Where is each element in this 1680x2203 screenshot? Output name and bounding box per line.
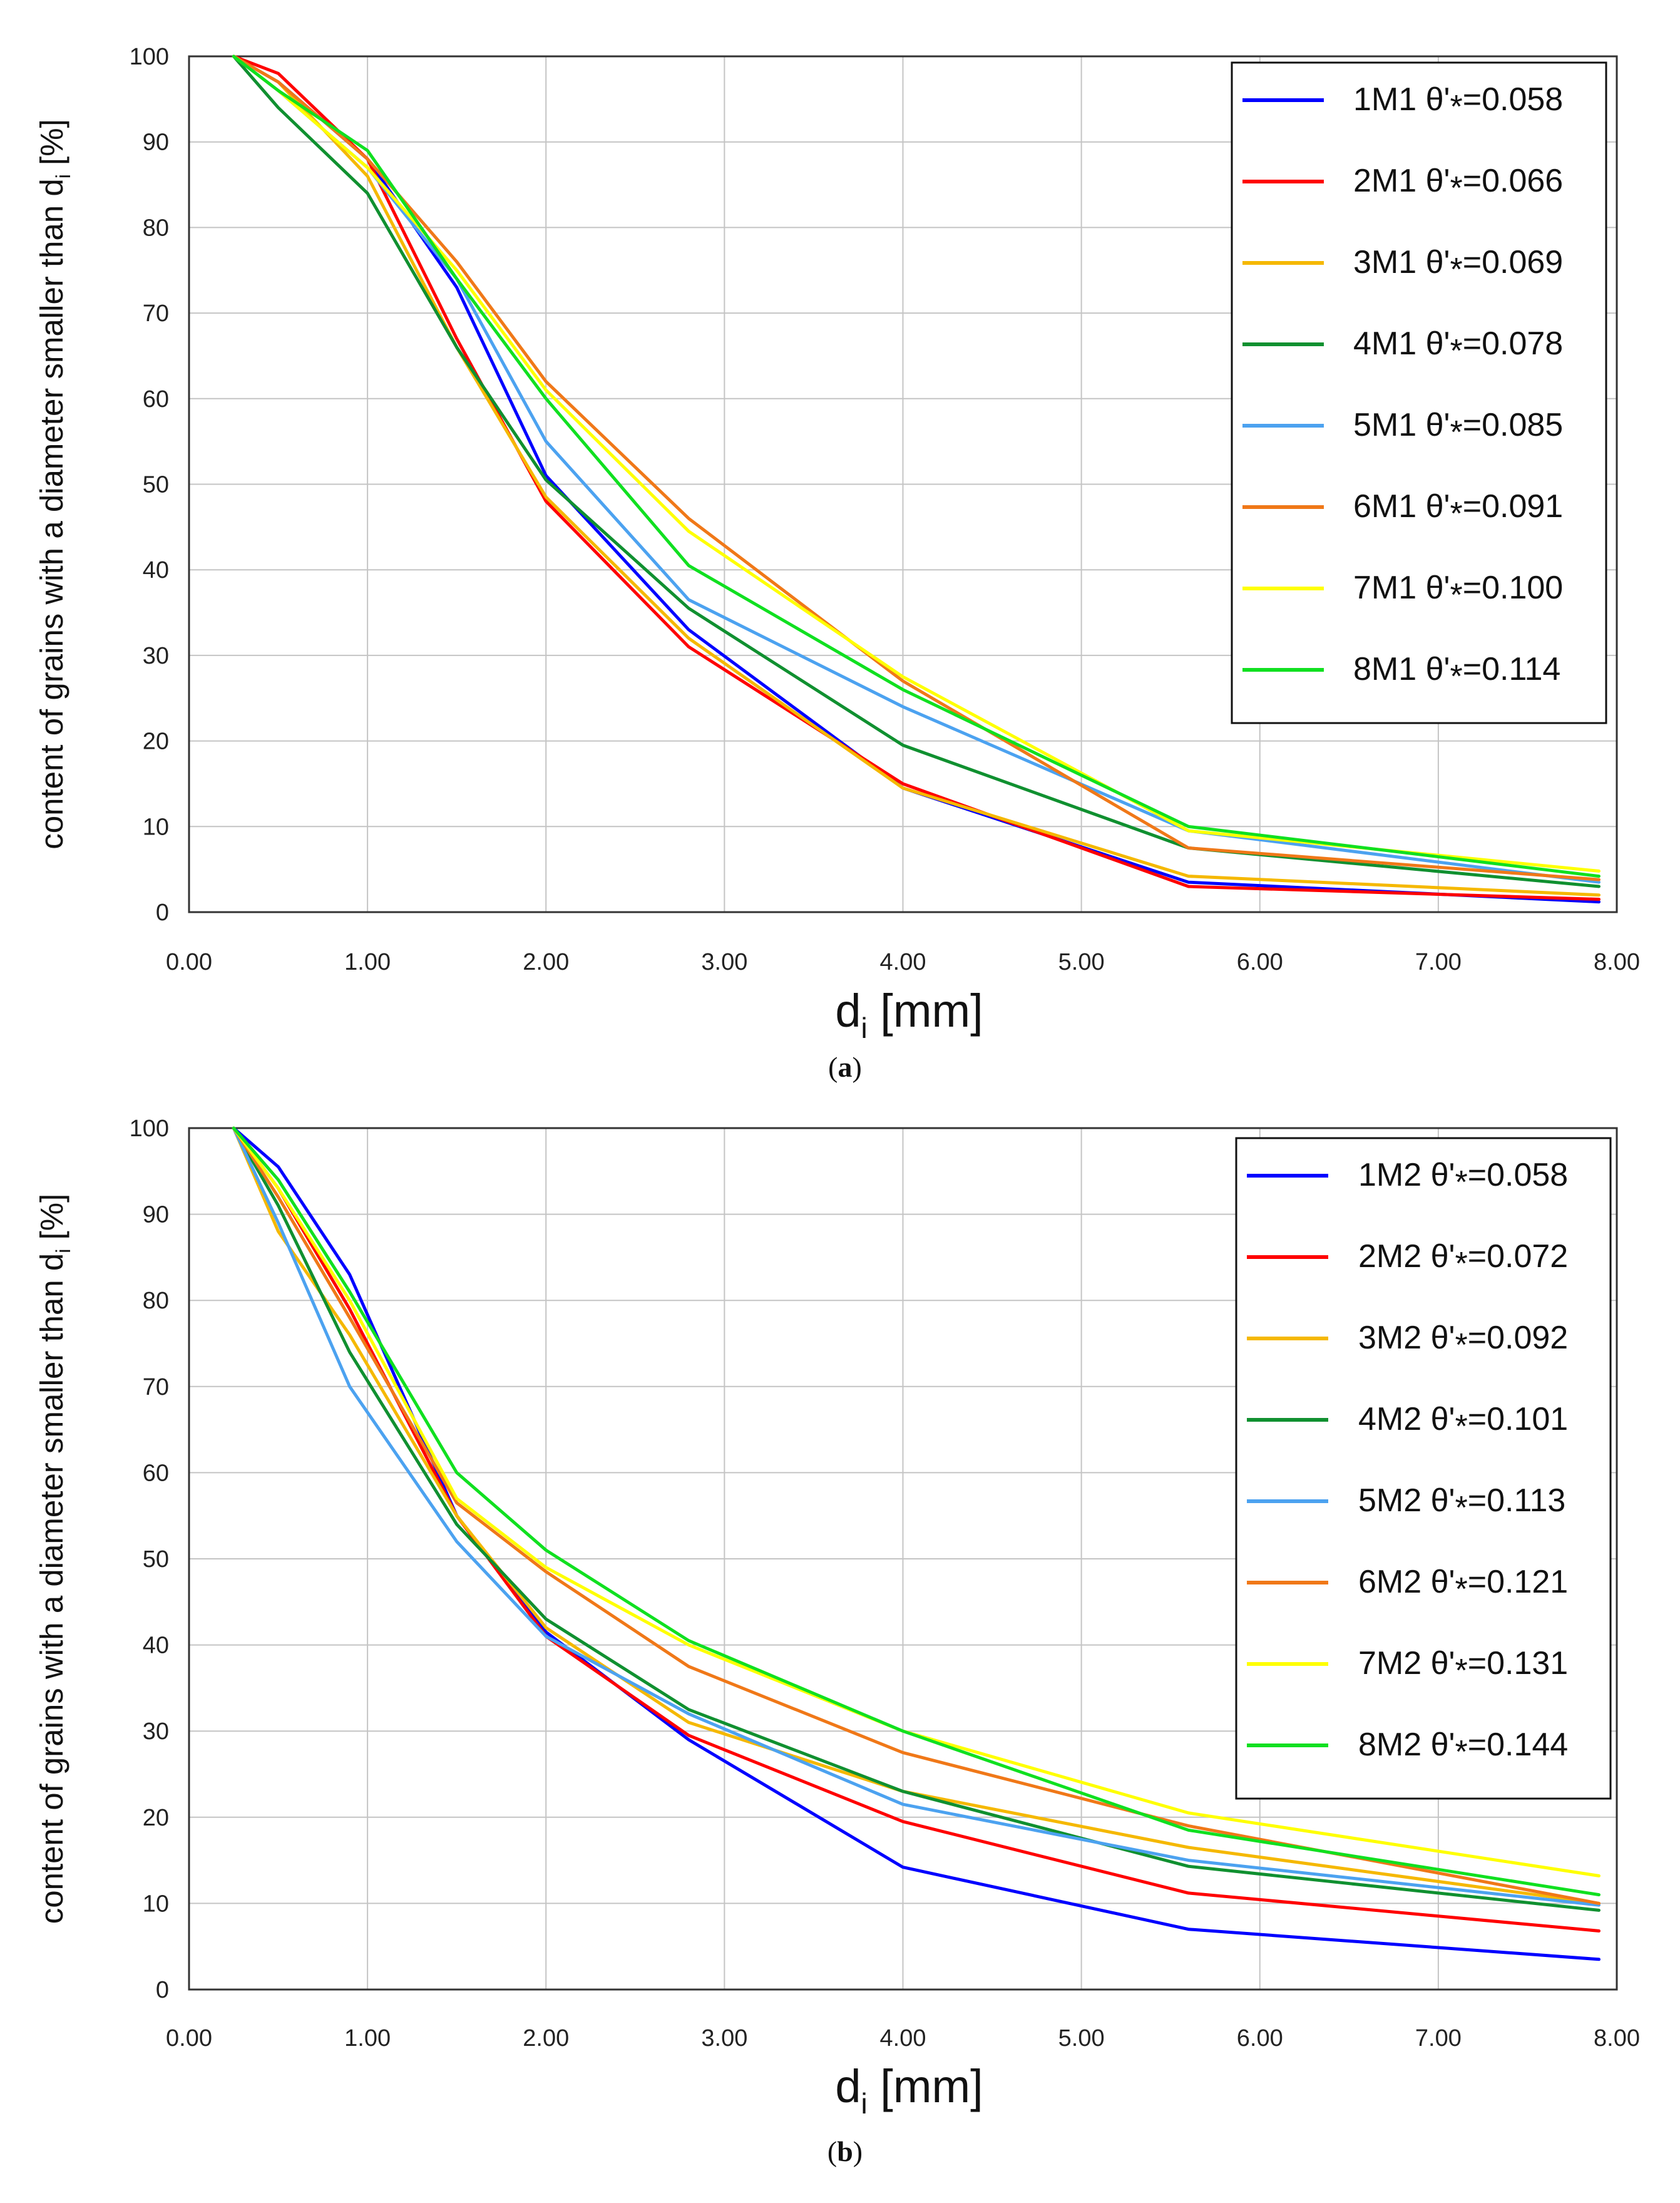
panel-b-series-lines	[232, 1126, 1601, 1961]
series-line-1M2	[232, 1126, 1601, 1961]
legend-box	[1235, 1137, 1612, 1800]
y-tick-label: 40	[143, 1633, 169, 1659]
x-tick-label: 2.00	[523, 949, 569, 975]
legend-box	[1231, 61, 1607, 724]
x-tick-label: 5.00	[1058, 949, 1105, 975]
legend-label-8M2: 8M2 θ'*=0.144	[1358, 1727, 1568, 1770]
x-tick-label: 2.00	[523, 2025, 569, 2052]
y-tick-label: 100	[130, 44, 169, 70]
y-tick-label: 80	[143, 215, 169, 241]
x-tick-label: 3.00	[701, 949, 747, 975]
panel-a-label: (a)	[828, 1051, 862, 1083]
panel-a-plot-frame	[188, 55, 1618, 913]
x-tick-label: 1.00	[344, 949, 391, 975]
y-tick-label: 80	[143, 1288, 169, 1314]
x-tick-label: 5.00	[1058, 2025, 1105, 2052]
x-tick-label: 7.00	[1415, 949, 1462, 975]
y-tick-label: 40	[143, 557, 169, 583]
panel-a-x-axis-title: di [mm]	[835, 985, 983, 1044]
x-tick-label: 4.00	[880, 2025, 926, 2052]
x-tick-label: 0.00	[166, 2025, 212, 2052]
panel-a-y-axis-title: content of grains with a diameter smalle…	[34, 119, 74, 850]
y-tick-label: 30	[143, 1718, 169, 1745]
panel-b-plot-frame	[188, 1127, 1618, 1991]
y-tick-label: 50	[143, 472, 169, 498]
legend-label-8M1: 8M1 θ'*=0.114	[1353, 651, 1560, 695]
x-tick-label: 7.00	[1415, 2025, 1462, 2052]
legend-label-3M2: 3M2 θ'*=0.092	[1358, 1320, 1568, 1363]
y-tick-label: 20	[143, 729, 169, 755]
series-line-3M2	[232, 1126, 1601, 1905]
legend-label-4M2: 4M2 θ'*=0.101	[1358, 1401, 1568, 1445]
legend-label-2M2: 2M2 θ'*=0.072	[1358, 1238, 1568, 1282]
x-tick-label: 6.00	[1237, 949, 1283, 975]
series-line-3M1	[232, 54, 1601, 897]
legend-label-6M1: 6M1 θ'*=0.091	[1353, 488, 1563, 532]
series-line-8M1	[232, 54, 1601, 878]
y-tick-label: 10	[143, 1891, 169, 1917]
legend-label-5M1: 5M1 θ'*=0.085	[1353, 407, 1563, 451]
legend-label-1M2: 1M2 θ'*=0.058	[1358, 1157, 1568, 1201]
x-tick-label: 1.00	[344, 2025, 391, 2052]
x-tick-label: 6.00	[1237, 2025, 1283, 2052]
y-tick-label: 70	[143, 1374, 169, 1400]
panel-a-legend: 1M1 θ'*=0.058 2M1 θ'*=0.066 3M1 θ'*=0.069 4…	[1231, 61, 1607, 724]
series-line-6M2	[232, 1126, 1601, 1905]
y-tick-label: 20	[143, 1805, 169, 1831]
legend-label-6M2: 6M2 θ'*=0.121	[1358, 1564, 1568, 1608]
legend-label-1M1: 1M1 θ'*=0.058	[1353, 81, 1563, 125]
panel-b-legend: 1M2 θ'*=0.058 2M2 θ'*=0.072 3M2 θ'*=0.092 4…	[1235, 1137, 1612, 1800]
x-tick-label: 8.00	[1594, 949, 1640, 975]
x-tick-label: 3.00	[701, 2025, 747, 2052]
x-tick-label: 8.00	[1594, 2025, 1640, 2052]
panel-b-x-axis-title: di [mm]	[835, 2060, 983, 2120]
series-line-7M2	[232, 1126, 1601, 1877]
legend-label-3M1: 3M1 θ'*=0.069	[1353, 244, 1563, 288]
series-line-5M2	[232, 1126, 1601, 1907]
y-tick-label: 60	[143, 386, 169, 413]
y-tick-label: 90	[143, 1202, 169, 1228]
y-tick-label: 100	[130, 1116, 169, 1142]
y-tick-label: 50	[143, 1546, 169, 1573]
series-line-4M1	[232, 54, 1601, 888]
panel-b-label: (b)	[827, 2135, 863, 2167]
y-tick-label: 70	[143, 300, 169, 327]
legend-label-2M1: 2M1 θ'*=0.066	[1353, 163, 1563, 207]
panel-b: 0.00 1.00 2.00 3.00 4.00 5.00 6.00 7.00 8.00 0 10 2…	[34, 1116, 1640, 2167]
panel-b-y-axis-title: content of grains with a diameter smalle…	[34, 1194, 74, 1924]
legend-label-7M1: 7M1 θ'*=0.100	[1353, 570, 1563, 614]
x-tick-label: 4.00	[880, 949, 926, 975]
legend-label-4M1: 4M1 θ'*=0.078	[1353, 326, 1563, 369]
y-tick-label: 0	[156, 1977, 169, 2003]
legend-label-7M2: 7M2 θ'*=0.131	[1358, 1645, 1568, 1689]
y-tick-label: 0	[156, 900, 169, 926]
series-line-6M1	[232, 54, 1601, 881]
y-tick-label: 10	[143, 814, 169, 840]
y-tick-label: 90	[143, 130, 169, 156]
panel-a-series-lines	[232, 54, 1601, 904]
series-line-8M2	[232, 1126, 1601, 1897]
y-tick-label: 60	[143, 1460, 169, 1486]
y-tick-label: 30	[143, 643, 169, 669]
legend-label-5M2: 5M2 θ'*=0.113	[1358, 1482, 1565, 1526]
panel-a: 0.00 1.00 2.00 3.00 4.00 5.00 6.00 7.00 8.00 0 10 2…	[34, 44, 1640, 1083]
series-line-2M1	[232, 54, 1601, 901]
x-tick-label: 0.00	[166, 949, 212, 975]
